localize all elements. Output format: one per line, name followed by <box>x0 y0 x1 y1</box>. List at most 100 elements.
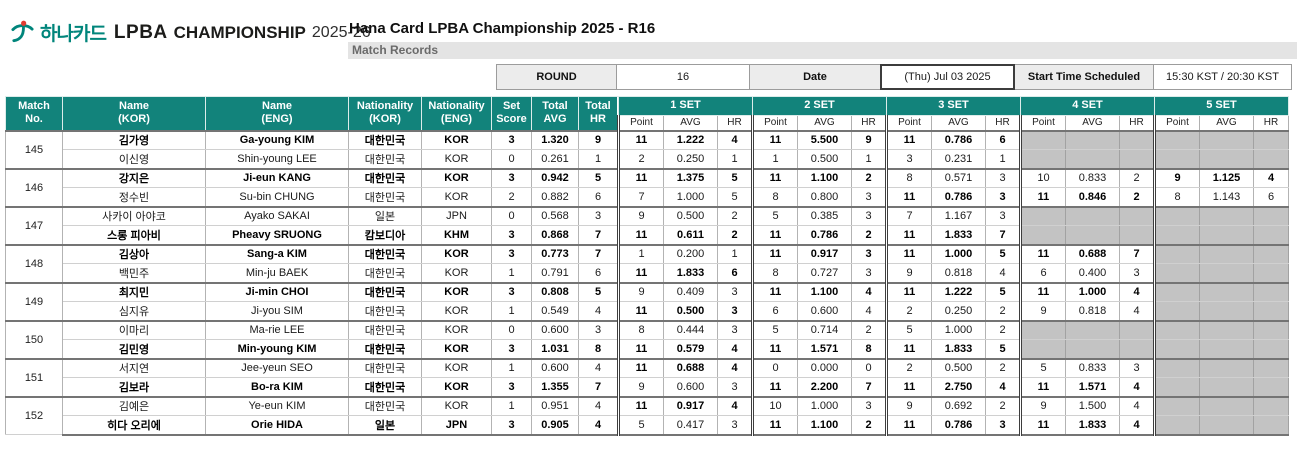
total-avg-cell: 0.942 <box>531 167 579 188</box>
set4-avg-cell: 0.688 <box>1065 243 1120 264</box>
set5-point-cell <box>1153 281 1200 302</box>
col-header-total-hr: Total HR <box>578 96 619 131</box>
set1-hr-cell: 4 <box>717 395 753 416</box>
set4-hr-cell: 4 <box>1119 395 1155 416</box>
total-hr-cell: 6 <box>578 263 619 284</box>
set4-point-cell: 5 <box>1019 357 1066 378</box>
set3-point-cell: 8 <box>885 167 932 188</box>
set3-avg-cell: 1.833 <box>931 339 986 360</box>
set5-point-cell <box>1153 377 1200 398</box>
set5-hr-cell <box>1253 149 1289 170</box>
name-eng-cell: Pheavy SRUONG <box>205 225 349 246</box>
player-row-146-1: 146 강지은 Ji-eun KANG 대한민국 KOR 3 0.942 5 11 1.375 5 1… <box>5 167 1289 207</box>
match-no-cell: 147 <box>5 205 63 245</box>
set3-avg-cell: 1.000 <box>931 319 986 340</box>
total-avg-cell: 0.791 <box>531 263 579 284</box>
set1-point-cell: 1 <box>617 243 664 264</box>
set2-hr-cell: 3 <box>851 243 887 264</box>
set1-hr-cell: 3 <box>717 415 753 436</box>
col-subheader-set-3-point: Point <box>885 114 932 132</box>
name-kor-cell: 스롱 피아비 <box>62 225 206 246</box>
set1-avg-cell: 0.579 <box>663 339 718 360</box>
col-header-match-no: Match No. <box>5 96 63 131</box>
col-header-set-5: 5 SET <box>1154 96 1289 116</box>
set4-avg-cell <box>1065 149 1120 170</box>
set5-avg-cell: 1.125 <box>1199 167 1254 188</box>
set5-hr-cell <box>1253 225 1289 246</box>
total-avg-cell: 0.600 <box>531 319 579 340</box>
name-kor-cell: 백민주 <box>62 263 206 284</box>
set3-hr-cell: 3 <box>985 167 1021 188</box>
nat-kor-cell: 대한민국 <box>348 243 422 264</box>
set-score-cell: 1 <box>491 357 532 378</box>
player-row-151-2: 김보라 Bo-ra KIM 대한민국 KOR 3 1.355 7 9 0.600 3 11 2.200… <box>6 377 1289 398</box>
set3-hr-cell: 2 <box>985 395 1021 416</box>
set2-hr-cell: 4 <box>851 301 887 322</box>
set5-point-cell: 9 <box>1153 167 1200 188</box>
set5-point-cell <box>1153 263 1200 284</box>
col-header-set-3: 3 SET <box>886 96 1021 116</box>
set2-hr-cell: 2 <box>851 319 887 340</box>
start-time-label: Start Time Scheduled <box>1014 64 1154 90</box>
set2-hr-cell: 3 <box>851 263 887 284</box>
set2-hr-cell: 0 <box>851 357 887 378</box>
set3-point-cell: 11 <box>885 339 932 360</box>
set2-avg-cell: 0.500 <box>797 149 852 170</box>
set5-point-cell <box>1153 205 1200 226</box>
set-score-cell: 0 <box>491 319 532 340</box>
set2-avg-cell: 1.000 <box>797 395 852 416</box>
set2-hr-cell: 4 <box>851 281 887 302</box>
nat-eng-cell: JPN <box>421 415 492 436</box>
set3-hr-cell: 4 <box>985 377 1021 398</box>
set3-avg-cell: 1.167 <box>931 205 986 226</box>
name-eng-cell: Ji-min CHOI <box>205 281 349 302</box>
hana-card-symbol-icon <box>11 20 34 43</box>
set2-hr-cell: 2 <box>851 415 887 436</box>
player-row-149-2: 심지유 Ji-you SIM 대한민국 KOR 1 0.549 4 11 0.500 3 6 0.60… <box>6 301 1289 322</box>
set3-avg-cell: 1.222 <box>931 281 986 302</box>
set-score-cell: 3 <box>491 281 532 302</box>
set3-point-cell: 11 <box>885 281 932 302</box>
set5-avg-cell <box>1199 225 1254 246</box>
set3-point-cell: 9 <box>885 395 932 416</box>
set5-avg-cell <box>1199 357 1254 378</box>
set2-point-cell: 11 <box>751 225 798 246</box>
nat-eng-cell: KOR <box>421 377 492 398</box>
name-eng-cell: Ayako SAKAI <box>205 205 349 226</box>
total-hr-cell: 1 <box>578 149 619 170</box>
nat-kor-cell: 일본 <box>348 415 422 436</box>
set-score-cell: 3 <box>491 415 532 436</box>
set2-hr-cell: 7 <box>851 377 887 398</box>
set4-avg-cell: 0.833 <box>1065 357 1120 378</box>
set5-point-cell <box>1153 129 1200 150</box>
set4-hr-cell: 4 <box>1119 301 1155 322</box>
nat-eng-cell: KOR <box>421 319 492 340</box>
nat-eng-cell: KOR <box>421 263 492 284</box>
date-value: (Thu) Jul 03 2025 <box>880 64 1015 90</box>
set5-point-cell <box>1153 319 1200 340</box>
set2-avg-cell: 1.100 <box>797 167 852 188</box>
set2-hr-cell: 2 <box>851 167 887 188</box>
set2-point-cell: 8 <box>751 187 798 208</box>
set5-avg-cell <box>1199 281 1254 302</box>
set4-avg-cell <box>1065 225 1120 246</box>
set4-point-cell: 6 <box>1019 263 1066 284</box>
col-subheader-set-4-point: Point <box>1019 114 1066 132</box>
set1-hr-cell: 1 <box>717 149 753 170</box>
set1-point-cell: 11 <box>617 301 664 322</box>
set1-avg-cell: 0.200 <box>663 243 718 264</box>
nat-kor-cell: 대한민국 <box>348 187 422 208</box>
set3-hr-cell: 5 <box>985 243 1021 264</box>
nat-eng-cell: KOR <box>421 187 492 208</box>
set5-hr-cell: 6 <box>1253 187 1289 208</box>
set-score-cell: 1 <box>491 263 532 284</box>
total-hr-cell: 7 <box>578 243 619 264</box>
brand-hanacard-text: 하나카드 <box>40 24 107 45</box>
col-subheader-set-4-hr: HR <box>1119 114 1155 132</box>
set2-point-cell: 11 <box>751 167 798 188</box>
set3-hr-cell: 1 <box>985 149 1021 170</box>
set3-hr-cell: 2 <box>985 357 1021 378</box>
set1-avg-cell: 1.833 <box>663 263 718 284</box>
set3-hr-cell: 6 <box>985 129 1021 150</box>
name-eng-cell: Sang-a KIM <box>205 243 349 264</box>
